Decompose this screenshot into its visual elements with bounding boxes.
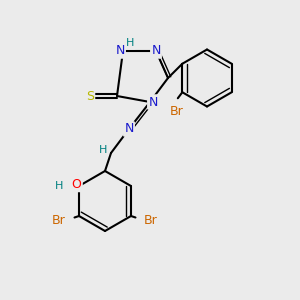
Text: Br: Br <box>52 214 66 227</box>
Text: N: N <box>124 122 134 136</box>
Text: O: O <box>72 178 82 191</box>
Text: S: S <box>86 89 94 103</box>
Text: N: N <box>115 44 125 58</box>
Text: H: H <box>126 38 135 49</box>
Text: N: N <box>148 95 158 109</box>
Text: Br: Br <box>144 214 158 227</box>
Text: H: H <box>99 145 108 155</box>
Text: H: H <box>55 181 64 191</box>
Text: Br: Br <box>169 105 183 118</box>
Text: N: N <box>151 44 161 58</box>
